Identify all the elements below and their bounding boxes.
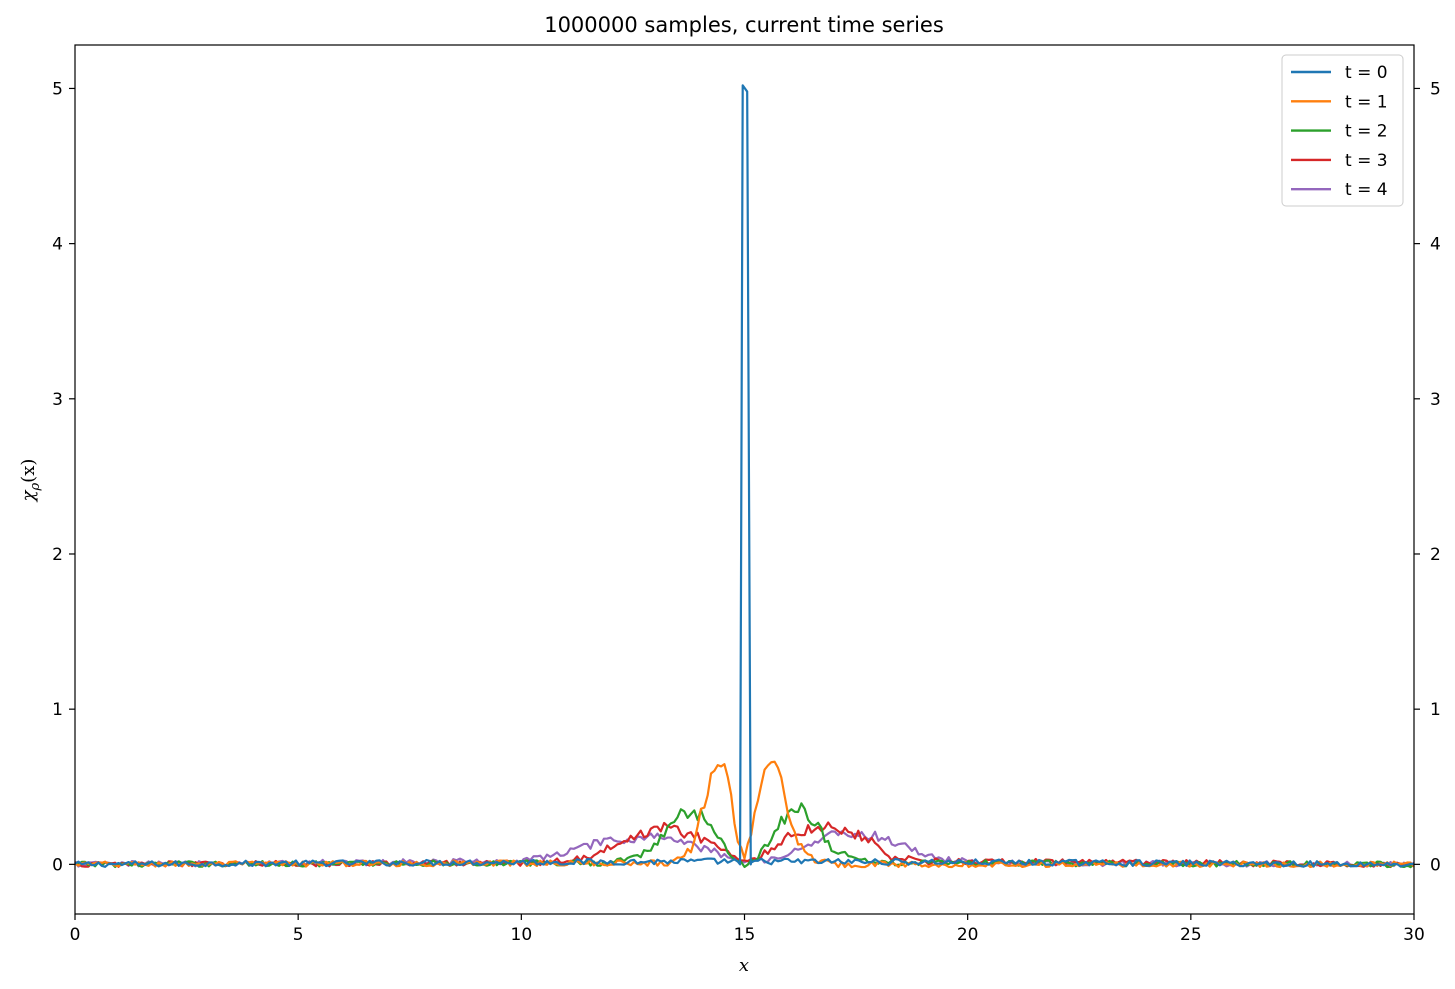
legend-label: t = 0 xyxy=(1345,63,1388,83)
legend-label: t = 1 xyxy=(1345,92,1388,112)
legend-label: t = 3 xyxy=(1345,151,1388,171)
x-tick-label: 5 xyxy=(293,925,304,945)
x-tick-label: 30 xyxy=(1403,925,1425,945)
y-tick-label-right: 1 xyxy=(1430,700,1441,720)
y-axis-label-base: χ xyxy=(18,489,39,503)
x-tick-label: 0 xyxy=(70,925,81,945)
y-tick-label: 3 xyxy=(52,390,63,410)
y-tick-label-right: 2 xyxy=(1430,545,1441,565)
y-tick-label-right: 5 xyxy=(1430,79,1441,99)
legend-label: t = 4 xyxy=(1345,180,1388,200)
y-tick-label: 2 xyxy=(52,545,63,565)
x-tick-label: 20 xyxy=(957,925,979,945)
plot-background xyxy=(75,45,1414,914)
y-tick-label: 1 xyxy=(52,700,63,720)
y-tick-label: 4 xyxy=(52,235,63,255)
legend: t = 0 t = 1 t = 2 t = 3 t = 4 xyxy=(1281,54,1404,207)
plot-area xyxy=(74,44,1415,915)
chart-title: 1000000 samples, current time series xyxy=(544,13,944,37)
y-tick-label: 0 xyxy=(52,855,63,875)
y-axis-label: χρ(x) xyxy=(18,459,43,504)
legend-label: t = 2 xyxy=(1345,122,1388,142)
y-tick-label-right: 3 xyxy=(1430,390,1441,410)
y-axis-label-tail: (x) xyxy=(18,459,39,483)
x-axis-label: x xyxy=(739,955,749,976)
legend-items: t = 0 t = 1 t = 2 t = 3 t = 4 xyxy=(1291,63,1388,200)
series-line-t0 xyxy=(74,84,1415,868)
y-tick-label-right: 0 xyxy=(1430,855,1441,875)
x-tick-label: 15 xyxy=(734,925,756,945)
y-axis: 0 1 2 3 4 5 xyxy=(52,79,75,875)
x-axis: 0 5 10 15 20 25 30 xyxy=(70,914,1425,945)
legend-box xyxy=(1281,54,1404,207)
y-axis-label-sub: ρ xyxy=(28,482,43,491)
y-axis-right: 0 1 2 3 4 5 xyxy=(1414,79,1441,875)
y-tick-label: 5 xyxy=(52,79,63,99)
series-layer xyxy=(74,84,1415,869)
x-tick-label: 25 xyxy=(1180,925,1202,945)
x-tick-label: 10 xyxy=(511,925,533,945)
y-tick-label-right: 4 xyxy=(1430,235,1441,255)
